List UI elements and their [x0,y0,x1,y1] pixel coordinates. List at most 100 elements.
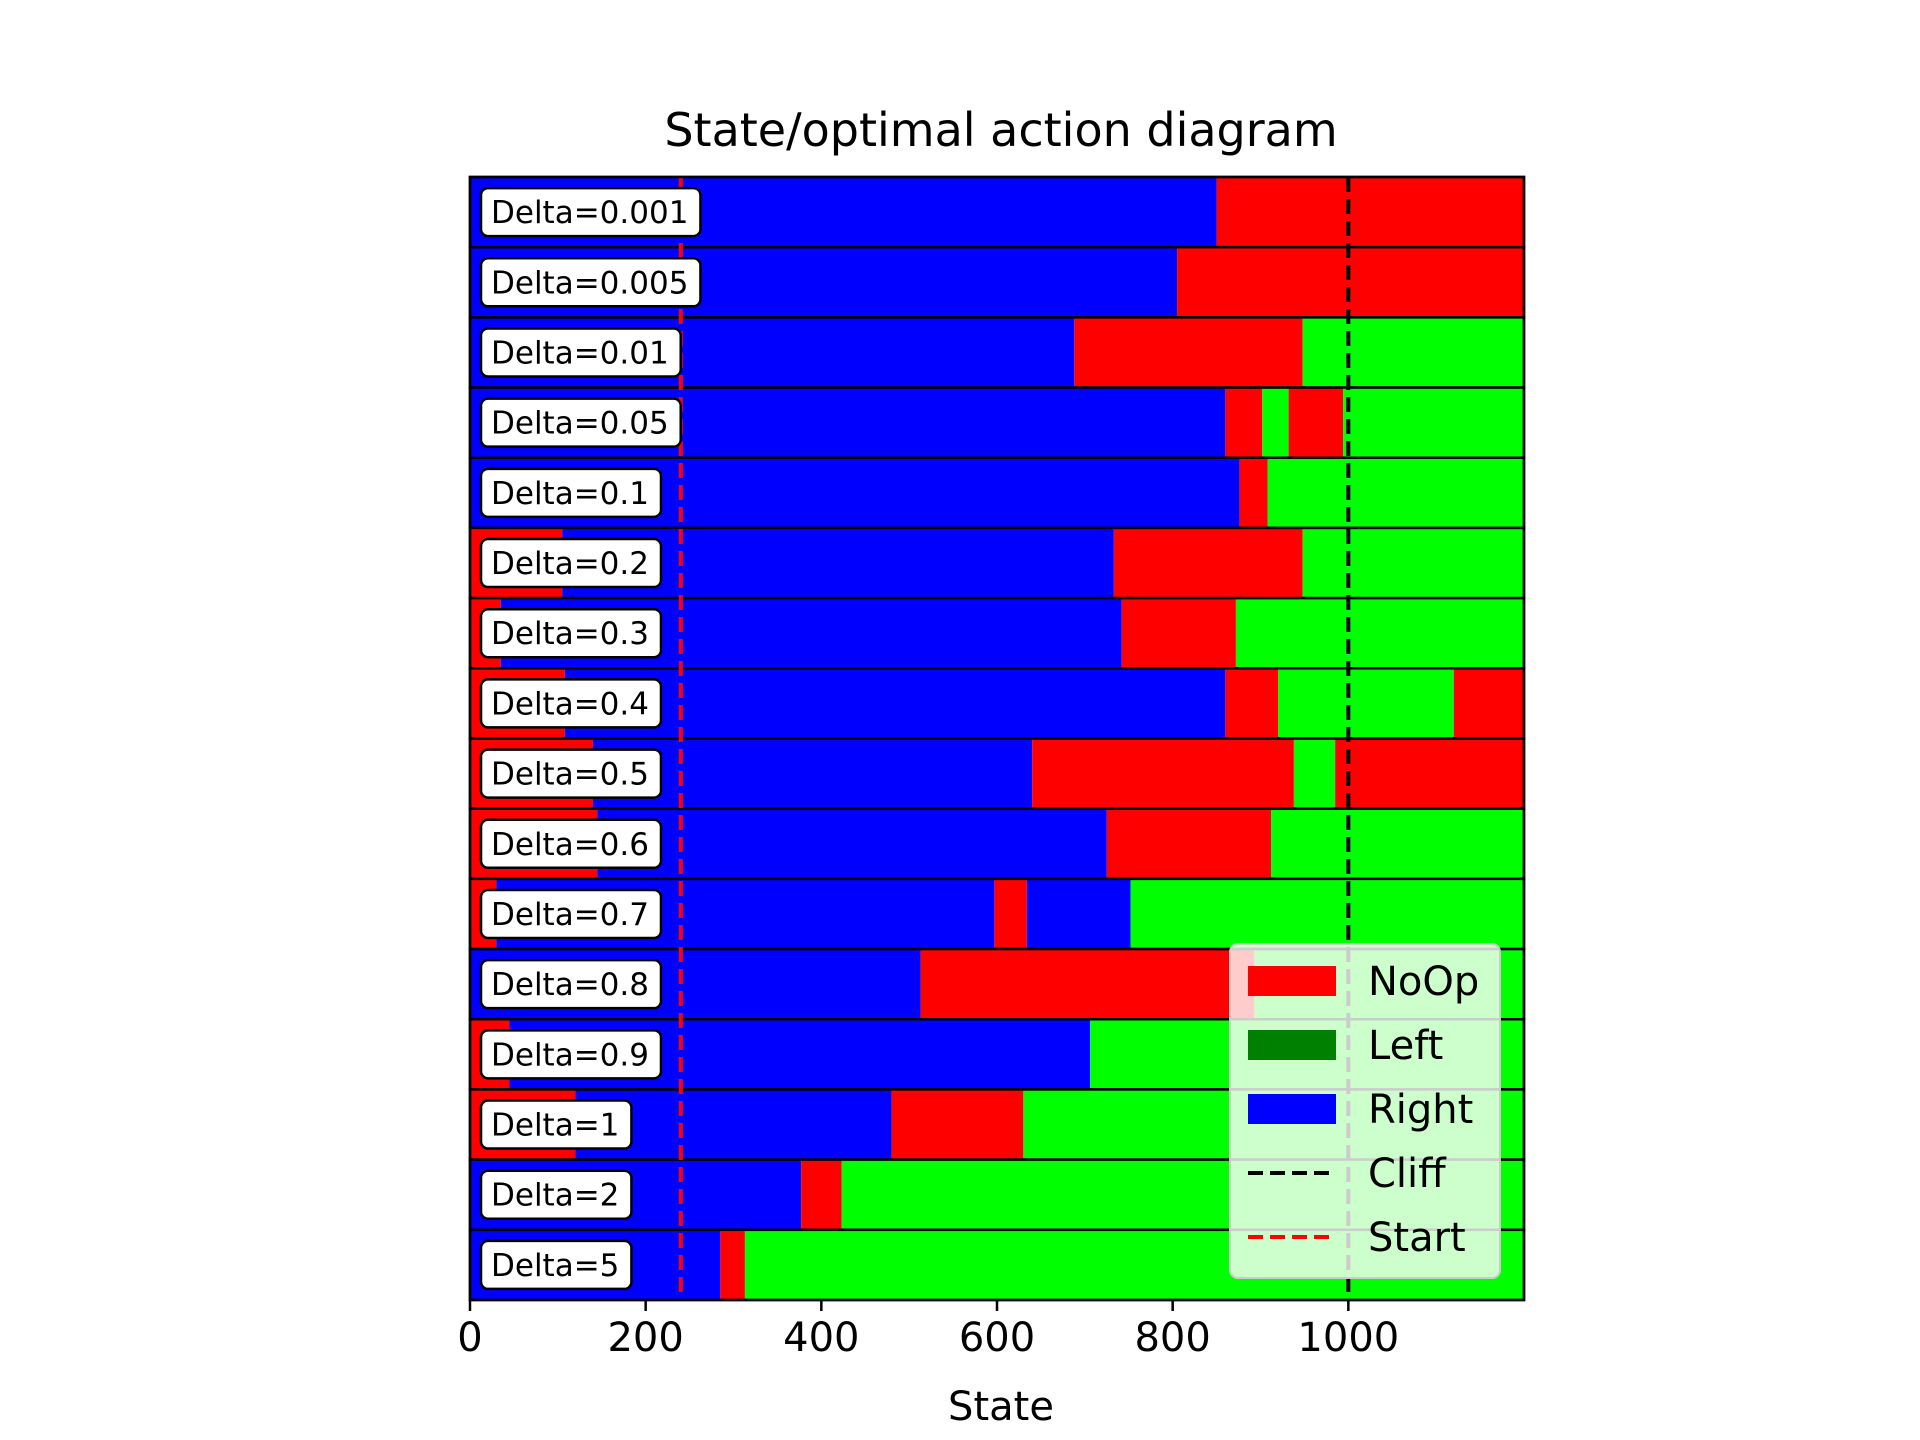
row-label-text: Delta=0.6 [491,827,649,863]
row-label-text: Delta=0.01 [491,335,669,371]
row-label-box [479,1169,633,1220]
row-label: Delta=1 [479,1099,633,1150]
row-label-box [479,888,663,940]
row-label-text: Delta=2 [491,1178,619,1214]
segment-left [1343,387,1524,458]
segment-noop [1121,598,1236,669]
segment-noop [1453,668,1524,739]
segment-noop [1106,808,1272,879]
axes-layer: 0 200 400 600 800 1000 [457,175,1526,1361]
x-tick-label: 600 [959,1315,1035,1361]
segment-noop [1177,247,1524,318]
row-label: Delta=0.6 [479,818,663,870]
row-label-text: Delta=0.005 [491,265,688,301]
segment-noop [1335,738,1524,809]
legend-label: Cliff [1368,1151,1447,1197]
row-label-box [479,397,682,448]
segment-noop [1225,668,1279,739]
row-label-box [479,1099,633,1150]
row-label: Delta=0.001 [479,186,702,238]
row-label: Delta=5 [479,1239,633,1291]
row-label-text: Delta=0.7 [491,897,649,933]
legend-item-noop: NoOp [1248,959,1479,1005]
segment-noop [1288,387,1344,458]
row-label-text: Delta=1 [491,1108,619,1144]
row-label-box [479,1029,663,1080]
row-label-box [479,537,663,589]
legend-item-start: Start [1248,1215,1466,1261]
segment-noop [801,1159,842,1230]
row-label-text: Delta=0.001 [491,195,688,231]
row-label: Delta=0.01 [479,327,682,378]
segment-left [1271,808,1524,879]
segment-right [564,668,1226,739]
segment-noop [1032,738,1294,809]
legend-label: NoOp [1368,959,1479,1005]
row-label-box [479,257,702,308]
legend-item-right: Right [1248,1087,1473,1133]
segment-noop [920,949,1255,1020]
row-label-box [479,1239,633,1291]
legend-item-left: Left [1248,1023,1443,1069]
segment-noop [1113,527,1303,599]
segment-left [1130,878,1524,950]
legend-label: Left [1368,1023,1443,1069]
row-label-box [479,818,663,870]
row-labels-layer: Delta=0.001 Delta=0.005 Delta=0.01 Delta=0.… [479,186,702,1291]
segment-right [592,738,1033,809]
row-label: Delta=0.4 [479,678,663,729]
row-label-box [479,186,702,238]
legend-label: Right [1368,1087,1473,1133]
segment-noop [720,1229,745,1300]
row-label: Delta=0.3 [479,607,663,659]
x-tick-label: 0 [457,1315,482,1361]
legend: NoOp Left Right Cliff Start [1229,943,1501,1279]
legend-label: Start [1368,1215,1466,1261]
row-label-box [479,467,663,519]
x-tick-label: 400 [783,1315,859,1361]
row-label-text: Delta=0.5 [491,757,649,793]
legend-swatch [1248,1094,1336,1124]
segment-left [1235,598,1524,669]
chart-title: State/optimal action diagram [664,103,1337,157]
segment-right [1026,878,1131,950]
segment-right [597,808,1107,879]
x-tick-label: 1000 [1297,1315,1399,1361]
row-label: Delta=2 [479,1169,633,1220]
segment-noop [1074,317,1303,388]
row-label-text: Delta=0.3 [491,616,649,652]
row-label-text: Delta=0.4 [491,686,649,722]
segment-noop [1225,387,1263,458]
row-label: Delta=0.05 [479,397,682,448]
row-label: Delta=0.1 [479,467,663,519]
segment-noop [994,878,1027,950]
legend-item-cliff: Cliff [1248,1151,1447,1197]
segment-left [1262,387,1289,458]
segment-left [1302,527,1524,599]
segment-left [1302,317,1524,388]
legend-swatch [1248,1030,1336,1060]
segment-noop [891,1089,1024,1160]
segment-left [1278,668,1454,739]
row-label: Delta=0.8 [479,958,663,1010]
row-label-text: Delta=0.9 [491,1037,649,1073]
row-label: Delta=0.2 [479,537,663,589]
row-label-text: Delta=0.1 [491,476,649,512]
row-label: Delta=0.7 [479,888,663,940]
legend-swatch [1248,966,1336,996]
row-label-box [479,678,663,729]
row-label-box [479,607,663,659]
segment-noop [1239,457,1268,528]
x-tick-label: 200 [607,1315,683,1361]
row-label-box [479,327,682,378]
x-tick-label: 800 [1134,1315,1210,1361]
row-Delta=0.4 [468,667,1526,740]
row-label-text: Delta=5 [491,1248,619,1284]
segment-noop [1216,177,1524,248]
legend-box [1229,943,1501,1279]
row-label-text: Delta=0.05 [491,406,669,442]
row-label-box [479,748,663,799]
row-label-box [479,958,663,1010]
row-label: Delta=0.5 [479,748,663,799]
